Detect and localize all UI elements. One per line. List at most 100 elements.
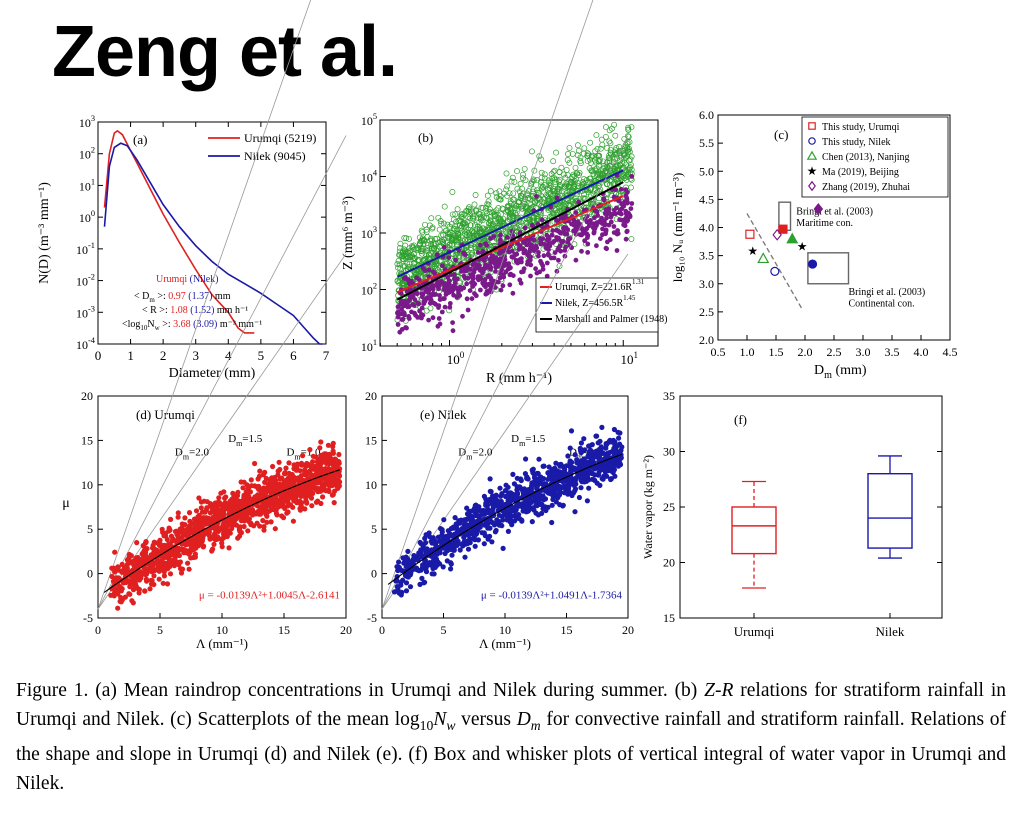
data-point: [421, 237, 428, 244]
data-point: [612, 462, 618, 468]
data-point: [611, 121, 618, 128]
tick-label: 0: [95, 348, 102, 363]
data-point: [202, 519, 208, 525]
data-point: [428, 241, 435, 248]
data-point: [455, 232, 462, 238]
data-point: [244, 511, 250, 517]
legend-entry: Chen (2013), Nanjing: [822, 152, 910, 163]
data-point: [191, 516, 198, 522]
data-point: [423, 307, 430, 314]
data-point: [459, 541, 465, 547]
data-point: [435, 214, 442, 221]
data-point: [219, 544, 225, 550]
data-point: [196, 512, 202, 518]
data-point: [627, 214, 633, 220]
data-point: [125, 568, 131, 574]
data-point: [599, 424, 605, 430]
data-point: [513, 203, 520, 210]
data-point: [517, 180, 524, 187]
data-point: [487, 188, 494, 195]
scatter-group: [391, 424, 625, 598]
data-point: [534, 194, 539, 199]
data-point: [616, 435, 622, 441]
data-point: [307, 447, 313, 453]
data-point: [505, 484, 511, 490]
data-point: [510, 190, 517, 197]
data-point: [330, 476, 336, 482]
data-point: [571, 178, 578, 185]
data-point: [509, 174, 516, 181]
data-point: [628, 206, 634, 211]
data-point: [246, 516, 252, 522]
dm-reference-line: [97, 135, 347, 610]
data-point: [135, 554, 141, 561]
data-point: [179, 546, 185, 553]
data-point: [519, 518, 525, 524]
data-point: [533, 266, 538, 272]
data-point: [433, 265, 440, 272]
data-point: [521, 250, 527, 256]
data-point: [468, 520, 474, 526]
data-point: [482, 533, 488, 539]
data-point: [459, 214, 465, 221]
data-point: [538, 169, 545, 176]
data-point: [607, 163, 614, 170]
data-point: [476, 513, 482, 519]
data-point: [193, 543, 199, 549]
data-point: [251, 510, 257, 517]
data-point: [277, 466, 283, 473]
caption-segment: 10: [419, 717, 434, 733]
data-point: [584, 150, 591, 157]
data-point: [235, 504, 241, 510]
data-point: [616, 148, 623, 154]
data-point: [441, 517, 447, 523]
data-point: [521, 200, 528, 207]
data-point: [467, 211, 474, 218]
data-point: [143, 576, 149, 582]
data-point: [429, 225, 436, 232]
data-point: [403, 235, 410, 242]
data-point: [603, 245, 609, 251]
data-point: [484, 242, 490, 248]
data-point: [286, 460, 292, 466]
data-point: [418, 245, 425, 252]
annotation: Bringi et al. (2003): [849, 287, 926, 298]
data-point: [613, 187, 619, 192]
data-point: [618, 186, 624, 192]
data-point: [398, 301, 403, 307]
data-point: [594, 243, 599, 249]
data-point: [572, 452, 578, 458]
data-point: [206, 515, 212, 521]
data-point: [550, 210, 556, 216]
data-point: [618, 447, 624, 453]
dm-label: Dm=1.5: [228, 433, 263, 448]
data-point: [471, 269, 477, 275]
data-point: [582, 447, 588, 453]
data-point: [287, 480, 293, 486]
data-point: [394, 277, 401, 284]
data-point: [478, 287, 483, 293]
data-point: [615, 165, 622, 172]
data-point: [492, 521, 498, 527]
data-point: [592, 215, 597, 221]
data-point: [419, 245, 426, 252]
data-point: [588, 154, 595, 161]
data-point: [565, 453, 571, 459]
data-point: [506, 216, 513, 223]
data-point: [562, 248, 568, 253]
data-point: [455, 252, 462, 259]
data-point: [625, 149, 632, 155]
data-point: [578, 485, 584, 491]
annotation: Maritime con.: [796, 218, 853, 229]
data-point: [528, 148, 535, 155]
data-point: [462, 252, 468, 258]
data-point: [544, 260, 550, 266]
data-point: [186, 528, 192, 534]
tick-label: 10-4: [76, 336, 96, 352]
data-point: [178, 570, 185, 576]
data-point: [528, 485, 534, 491]
data-point: [395, 264, 402, 271]
data-point: [420, 235, 426, 242]
data-point: [494, 262, 499, 267]
